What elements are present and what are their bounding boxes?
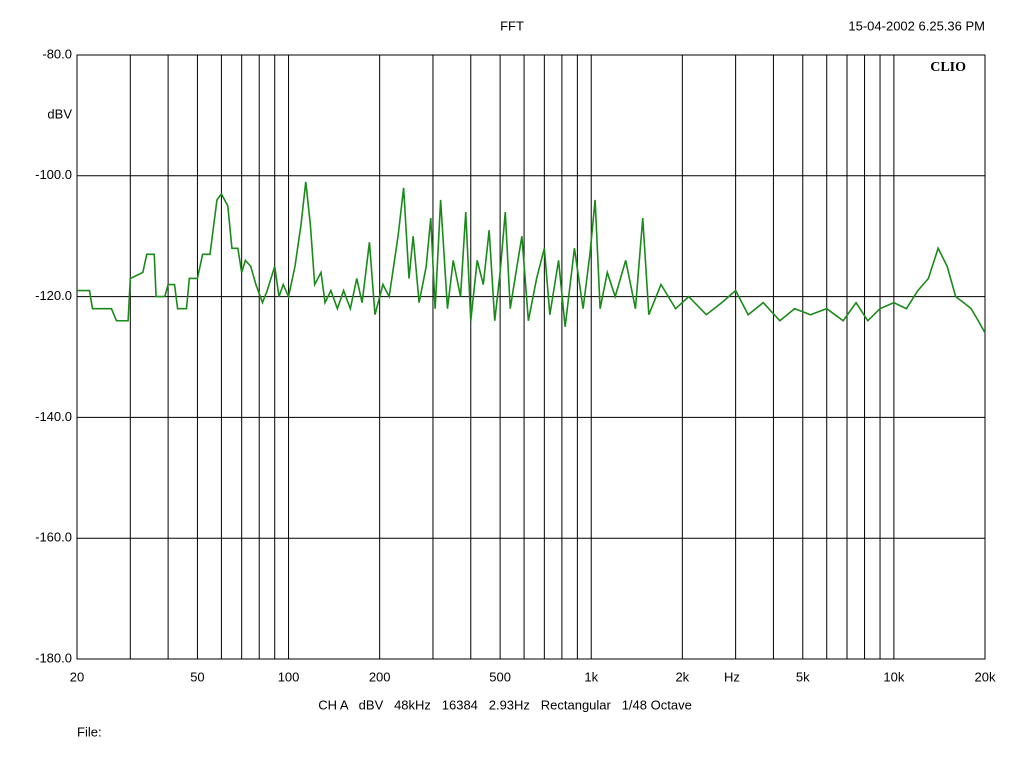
- data-line: [77, 181, 986, 334]
- y-axis-label: dBV: [47, 106, 72, 121]
- y-tick-label: -100.0: [35, 167, 72, 182]
- plot-frame: [76, 54, 986, 660]
- x-tick-label: 1k: [584, 669, 598, 684]
- x-tick-label: 5k: [796, 669, 810, 684]
- x-tick-label: 500: [489, 669, 511, 684]
- watermark: CLIO: [930, 60, 966, 75]
- y-tick-label: -120.0: [35, 288, 72, 303]
- y-tick-label: -160.0: [35, 530, 72, 545]
- x-axis-label: Hz: [724, 669, 740, 684]
- y-tick-label: -180.0: [35, 650, 72, 665]
- timestamp: 15-04-2002 6.25.36 PM: [848, 18, 985, 33]
- x-tick-label: 100: [278, 669, 300, 684]
- x-tick-label: 50: [190, 669, 204, 684]
- chart-title: FFT: [500, 18, 524, 33]
- x-tick-label: 20k: [975, 669, 996, 684]
- y-tick-label: -80.0: [42, 46, 72, 61]
- x-tick-label: 2k: [675, 669, 689, 684]
- x-tick-label: 10k: [883, 669, 904, 684]
- x-tick-label: 20: [70, 669, 84, 684]
- x-tick-label: 200: [369, 669, 391, 684]
- y-tick-label: -140.0: [35, 409, 72, 424]
- file-label: File:: [77, 724, 102, 739]
- info-line: CH A dBV 48kHz 16384 2.93Hz Rectangular …: [318, 697, 692, 712]
